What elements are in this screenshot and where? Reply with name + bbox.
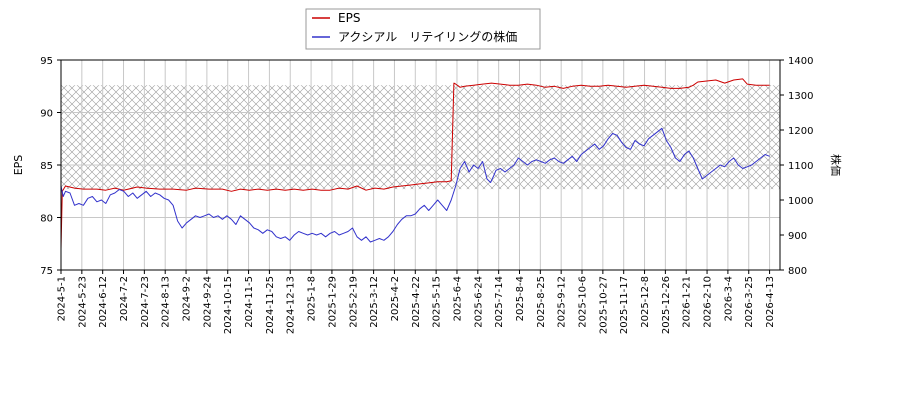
y-left-axis-label: EPS — [12, 155, 25, 176]
x-tick-label: 2025-4-2 — [390, 276, 401, 321]
x-tick-label: 2025-8-25 — [536, 276, 547, 328]
x-tick-label: 2025-6-24 — [473, 276, 484, 328]
x-tick-label: 2025-4-22 — [411, 276, 422, 328]
x-tick-label: 2025-1-29 — [327, 276, 338, 328]
x-tick-label: 2025-3-12 — [369, 276, 380, 328]
y-left-tick-label: 95 — [40, 56, 53, 67]
gridlines — [60, 59, 780, 271]
y-right-tick-label: 1000 — [788, 196, 813, 207]
x-tick-label: 2025-7-14 — [494, 276, 505, 328]
stock-price-series-line — [61, 127, 770, 243]
hatched-band — [61, 85, 780, 190]
series-lines — [61, 78, 770, 250]
x-tick-label: 2025-10-27 — [598, 276, 609, 334]
x-tick-label: 2024-6-12 — [98, 276, 109, 328]
x-tick-label: 2024-11-5 — [244, 276, 255, 328]
x-tick-label: 2025-1-8 — [307, 276, 318, 321]
legend-label-stock: アクシアル リテイリングの株価 — [338, 29, 517, 44]
y-right-axis-label: 株価 — [829, 154, 843, 176]
x-tick-label: 2025-2-19 — [348, 276, 359, 328]
x-tick-label: 2024-5-23 — [77, 276, 88, 328]
x-tick-label: 2026-2-10 — [703, 276, 714, 328]
x-tick-label: 2024-11-25 — [265, 276, 276, 334]
x-tick-label: 2026-1-21 — [682, 276, 693, 328]
legend-box — [305, 8, 541, 50]
x-tick-label: 2025-10-6 — [578, 276, 589, 328]
x-tick-label: 2024-12-13 — [286, 276, 297, 334]
x-tick-label: 2026-3-25 — [744, 276, 755, 328]
y-right-tick-label: 1400 — [788, 56, 813, 67]
x-tick-label: 2024-8-13 — [161, 276, 172, 328]
y-right-tick-label: 900 — [788, 231, 807, 242]
x-tick-label: 2024-9-24 — [202, 276, 213, 328]
y-left-tick-label: 80 — [40, 214, 53, 225]
x-tick-label: 2024-10-15 — [223, 276, 234, 334]
x-tick-label: 2026-3-4 — [723, 276, 734, 321]
y-right-tick-label: 1200 — [788, 126, 813, 137]
y-left-axis: 75 80 85 90 95 — [40, 56, 61, 277]
y-right-tick-label: 1300 — [788, 91, 813, 102]
legend: EPS アクシアル リテイリングの株価 — [305, 8, 541, 50]
x-tick-label: 2024-5-1 — [57, 276, 68, 321]
x-tick-label: 2024-9-2 — [182, 276, 193, 321]
x-axis: 2024-5-1 2024-5-23 2024-6-12 2024-7-2 2024-7… — [57, 270, 776, 334]
x-tick-label: 2024-7-2 — [119, 276, 130, 321]
x-tick-label: 2025-12-26 — [661, 276, 672, 334]
eps-series-line — [61, 78, 770, 250]
legend-label-eps: EPS — [338, 11, 360, 25]
y-right-tick-label: 1100 — [788, 161, 813, 172]
y-left-tick-label: 90 — [40, 109, 53, 120]
x-tick-label: 2025-5-15 — [432, 276, 443, 328]
x-tick-label: 2025-8-4 — [515, 276, 526, 321]
x-tick-label: 2025-6-4 — [452, 276, 463, 321]
y-left-tick-label: 75 — [40, 266, 53, 277]
x-tick-label: 2026-4-13 — [765, 276, 776, 328]
y-right-axis: 800 900 1000 1100 1200 1300 1400 — [780, 56, 813, 277]
x-tick-label: 2025-12-8 — [640, 276, 651, 328]
y-right-tick-label: 800 — [788, 266, 807, 277]
x-tick-label: 2025-9-12 — [557, 276, 568, 328]
y-left-tick-label: 85 — [40, 161, 53, 172]
x-tick-label: 2025-11-17 — [619, 276, 630, 334]
x-tick-label: 2024-7-23 — [140, 276, 151, 328]
